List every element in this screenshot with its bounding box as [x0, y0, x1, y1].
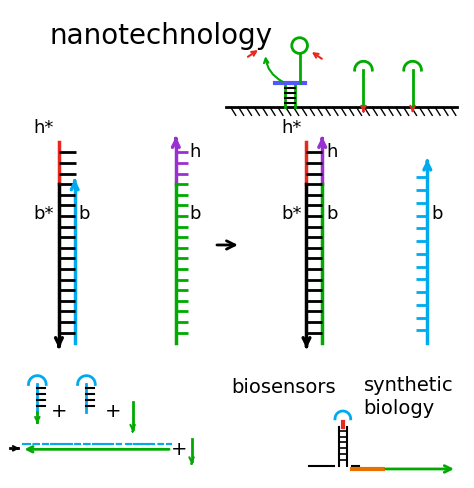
- Text: b: b: [190, 204, 201, 223]
- Text: b: b: [326, 204, 337, 223]
- Text: nanotechnology: nanotechnology: [49, 22, 272, 50]
- Text: synthetic
biology: synthetic biology: [364, 376, 453, 418]
- Text: h: h: [326, 142, 337, 161]
- Text: +: +: [171, 440, 187, 459]
- Text: h: h: [190, 142, 201, 161]
- Text: b*: b*: [34, 204, 54, 223]
- Text: b: b: [79, 204, 90, 223]
- Text: b: b: [431, 204, 443, 223]
- Text: h*: h*: [281, 119, 301, 137]
- Text: +: +: [51, 403, 67, 422]
- Text: biosensors: biosensors: [231, 378, 336, 397]
- Text: h*: h*: [34, 119, 54, 137]
- Text: b*: b*: [281, 204, 301, 223]
- Text: +: +: [105, 403, 121, 422]
